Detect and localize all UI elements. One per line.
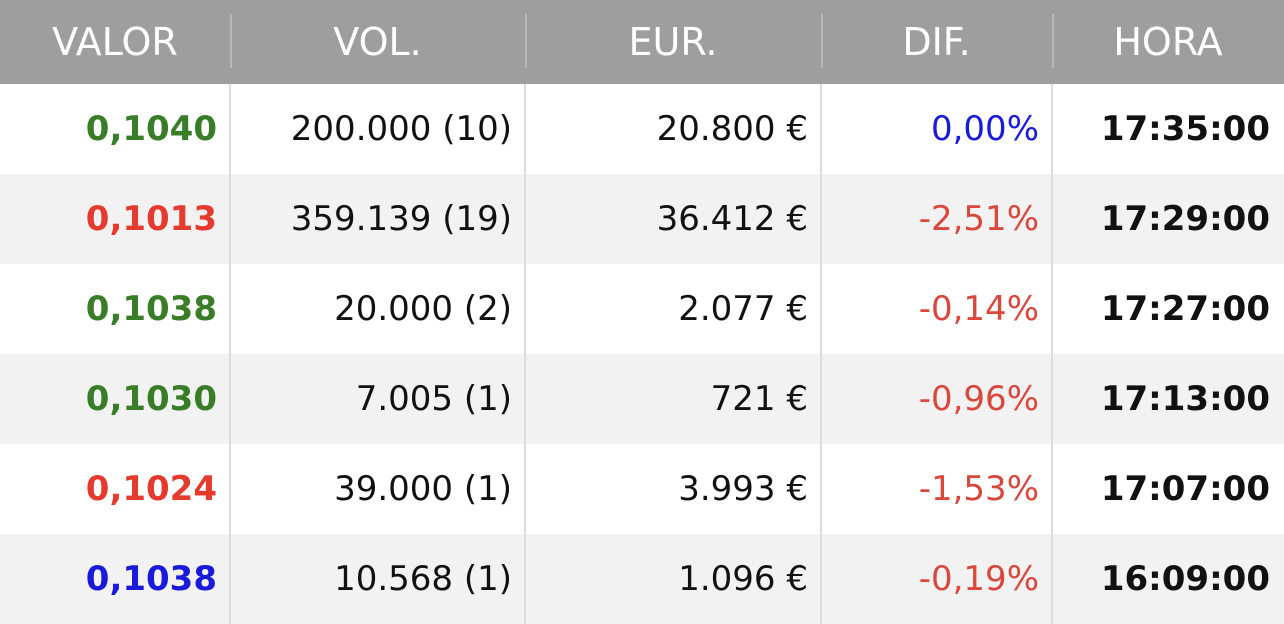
cell-valor: 0,1038 [85, 559, 217, 599]
cell-vol: 20.000 (2) [229, 264, 525, 354]
header-eur[interactable]: EUR. [525, 0, 821, 84]
cell-vol: 200.000 (10) [229, 84, 525, 174]
cell-hora: 16:09:00 [1051, 534, 1284, 624]
cell-dif: -0,96% [820, 354, 1052, 444]
cell-eur: 2.077 € [524, 264, 821, 354]
table-row: 0,1030 7.005 (1) 721 € -0,96% 17:13:00 [0, 354, 1284, 444]
header-row: VALOR VOL. EUR. DIF. HORA [0, 0, 1284, 84]
cell-hora: 17:13:00 [1051, 354, 1284, 444]
header-dif[interactable]: DIF. [821, 0, 1052, 84]
cell-eur: 20.800 € [524, 84, 821, 174]
cell-dif: -0,14% [820, 264, 1052, 354]
cell-valor: 0,1040 [85, 109, 217, 149]
cell-hora: 17:35:00 [1051, 84, 1284, 174]
table-row: 0,1024 39.000 (1) 3.993 € -1,53% 17:07:0… [0, 444, 1284, 534]
table-header: VALOR VOL. EUR. DIF. HORA [0, 0, 1284, 84]
cell-hora: 17:27:00 [1051, 264, 1284, 354]
cell-eur: 721 € [524, 354, 821, 444]
cell-hora: 17:29:00 [1051, 174, 1284, 264]
header-hora[interactable]: HORA [1052, 0, 1284, 84]
table-row: 0,1040 200.000 (10) 20.800 € 0,00% 17:35… [0, 84, 1284, 174]
cell-valor: 0,1013 [85, 199, 217, 239]
cell-dif: 0,00% [820, 84, 1052, 174]
table-body: 0,1040 200.000 (10) 20.800 € 0,00% 17:35… [0, 84, 1284, 624]
cell-vol: 359.139 (19) [229, 174, 525, 264]
cell-vol: 39.000 (1) [229, 444, 525, 534]
cell-valor: 0,1038 [85, 289, 217, 329]
table-row: 0,1038 10.568 (1) 1.096 € -0,19% 16:09:0… [0, 534, 1284, 624]
header-vol[interactable]: VOL. [230, 0, 525, 84]
table-row: 0,1013 359.139 (19) 36.412 € -2,51% 17:2… [0, 174, 1284, 264]
header-valor[interactable]: VALOR [52, 20, 178, 64]
cell-vol: 10.568 (1) [229, 534, 525, 624]
cell-vol: 7.005 (1) [229, 354, 525, 444]
cell-valor: 0,1030 [85, 379, 217, 419]
table-row: 0,1038 20.000 (2) 2.077 € -0,14% 17:27:0… [0, 264, 1284, 354]
cell-dif: -0,19% [820, 534, 1052, 624]
cell-eur: 36.412 € [524, 174, 821, 264]
cell-eur: 3.993 € [524, 444, 821, 534]
cell-hora: 17:07:00 [1051, 444, 1284, 534]
cell-dif: -2,51% [820, 174, 1052, 264]
cell-valor: 0,1024 [85, 469, 217, 509]
cell-dif: -1,53% [820, 444, 1052, 534]
cell-eur: 1.096 € [524, 534, 821, 624]
